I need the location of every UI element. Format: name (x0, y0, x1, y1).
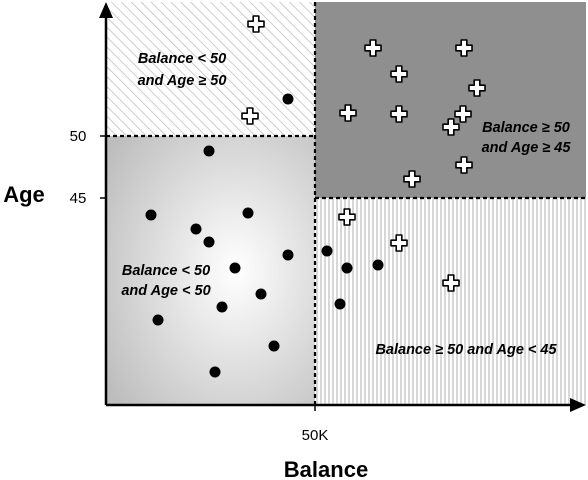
region-label-top-left-line2: and Age ≥ 50 (138, 73, 227, 89)
cross-marker (454, 105, 472, 123)
cross-marker (390, 105, 408, 123)
dot-marker (341, 262, 353, 274)
cross-marker (390, 65, 408, 83)
region-label-top-right-line2: and Age ≥ 45 (482, 140, 572, 156)
markers-layer (145, 15, 486, 378)
region-bottom-left (106, 136, 315, 405)
cross-marker (442, 118, 460, 136)
dot-marker (209, 366, 221, 378)
dot-marker (242, 207, 254, 219)
dot-marker (321, 245, 333, 257)
x-tick-label-50k: 50K (302, 427, 329, 444)
cross-marker (241, 107, 259, 125)
cross-marker (455, 156, 473, 174)
x-axis-title: Balance (284, 457, 368, 480)
dot-marker (229, 262, 241, 274)
y-tick-label-45: 45 (70, 190, 87, 207)
cross-marker (247, 15, 265, 33)
dot-marker (334, 298, 346, 310)
y-axis-title: Age (3, 182, 45, 207)
dot-marker (190, 223, 202, 235)
dot-marker (152, 314, 164, 326)
cross-marker (338, 208, 356, 226)
dot-marker (203, 145, 215, 157)
cross-marker (455, 39, 473, 57)
cross-marker (364, 39, 382, 57)
x-axis-arrow-icon (570, 398, 586, 412)
dot-marker (255, 288, 267, 300)
region-label-bottom-right: Balance ≥ 50 and Age < 45 (375, 342, 557, 358)
dot-marker (372, 259, 384, 271)
dot-marker (282, 249, 294, 261)
cross-marker (442, 274, 460, 292)
dot-marker (216, 301, 228, 313)
cross-marker (468, 79, 486, 97)
region-top-right (315, 2, 586, 198)
dot-marker (268, 340, 280, 352)
dot-marker (282, 93, 294, 105)
region-label-bottom-left-line2: and Age < 50 (121, 283, 210, 299)
cross-marker (403, 170, 421, 188)
y-axis-arrow-icon (99, 2, 113, 18)
region-label-top-left-line1: Balance < 50 (138, 51, 226, 67)
cross-marker (339, 104, 357, 122)
dot-marker (145, 209, 157, 221)
region-label-top-right-line1: Balance ≥ 50 (482, 120, 570, 136)
y-tick-label-50: 50 (70, 128, 87, 145)
region-bottom-right (315, 198, 586, 405)
dot-marker (203, 236, 215, 248)
cross-marker (390, 234, 408, 252)
region-top-left (106, 2, 315, 136)
region-label-bottom-left-line1: Balance < 50 (122, 263, 210, 279)
